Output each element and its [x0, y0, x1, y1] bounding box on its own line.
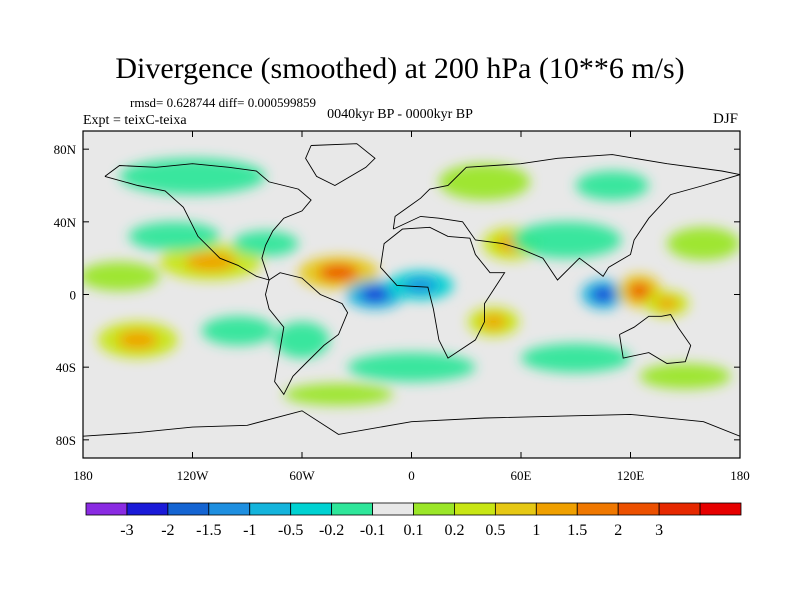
- field-feature-13: [232, 230, 299, 257]
- season-label: DJF: [713, 111, 739, 127]
- coastlines: [83, 143, 740, 437]
- x-tick-label: 180: [73, 468, 93, 483]
- colorbar-box: [535, 502, 578, 516]
- y-tick-label: 0: [70, 288, 77, 303]
- field-core-9: [480, 314, 507, 330]
- colorbar-label: -3: [120, 522, 133, 539]
- coastline-south-america: [265, 272, 349, 396]
- stats-label: rmsd= 0.628744 diff= 0.000599859: [130, 95, 316, 110]
- field-core-2: [318, 264, 359, 281]
- colorbar-box: [699, 502, 742, 516]
- colorbar-label: 0.5: [485, 522, 505, 539]
- field-feature-21: [521, 343, 631, 373]
- coastline-greenland: [305, 143, 376, 187]
- colorbar-label: 1.5: [567, 522, 587, 539]
- colorbar-box: [454, 502, 496, 516]
- x-tick-label: 180: [730, 468, 750, 483]
- field-feature-11: [201, 316, 275, 346]
- x-axis: 180 120W 60W 0 60E 120E 180: [73, 131, 750, 483]
- colorbar-label: -0.5: [278, 522, 303, 539]
- coastline-north-america: [104, 163, 312, 281]
- y-axis: 80N 40N 0 40S 80S: [54, 142, 740, 448]
- colorbar-box: [494, 502, 537, 516]
- x-tick-label: 60W: [289, 468, 315, 483]
- colorbar-box: [126, 502, 169, 516]
- y-tick-label: 80N: [54, 142, 77, 157]
- colorbar-label: -0.2: [319, 522, 344, 539]
- colorbar-box: [658, 502, 701, 516]
- colorbar-label: -1: [243, 522, 256, 539]
- field-feature-15: [511, 221, 622, 259]
- x-tick-label: 120E: [617, 468, 645, 483]
- colorbar-label: 3: [655, 522, 663, 539]
- colorbar-label: -1.5: [196, 522, 221, 539]
- colorbar-box: [413, 502, 455, 516]
- field-feature-18: [438, 163, 531, 201]
- x-tick-label: 120W: [177, 468, 210, 483]
- field-core-10: [117, 330, 158, 349]
- x-tick-label: 0: [408, 468, 415, 483]
- field-feature-14: [128, 221, 220, 251]
- colorbar-box: [290, 502, 333, 516]
- colorbar-box: [249, 502, 292, 516]
- colorbar-box: [208, 502, 251, 516]
- field-core-6: [628, 282, 651, 300]
- field-feature-20: [347, 352, 476, 382]
- experiment-label: Expt = teixC-teixa: [83, 113, 187, 128]
- colorbar-box: [617, 502, 660, 516]
- colorbar: -3 -2 -1.5 -1 -0.5 -0.2 -0.1 0.1 0.2 0.5 1 1.5 2 3: [85, 502, 742, 539]
- plot-title: Divergence (smoothed) at 200 hPa (10**6 …: [115, 52, 685, 85]
- y-tick-label: 80S: [56, 433, 76, 448]
- coastline-africa: [380, 226, 506, 359]
- x-tick-label: 60E: [511, 468, 532, 483]
- field-core-7: [656, 297, 678, 310]
- field-core-4: [404, 278, 438, 293]
- colorbar-label: 1: [532, 522, 540, 539]
- colorbar-box: [167, 502, 210, 516]
- colorbar-label: -0.1: [360, 522, 385, 539]
- coastline-antarctica: [83, 410, 740, 437]
- y-tick-label: 40N: [54, 215, 77, 230]
- field-feature-22: [639, 363, 731, 389]
- field-feature-16: [667, 227, 740, 260]
- period-label: 0040kyr BP - 0000kyr BP: [327, 107, 473, 122]
- colorbar-label: -2: [161, 522, 174, 539]
- field-feature-1: [83, 261, 160, 291]
- colorbar-label: 0.1: [404, 522, 424, 539]
- colorbar-box: [372, 502, 414, 516]
- field-core-5: [592, 287, 615, 302]
- coastline-australia: [619, 313, 692, 364]
- field-feature-23: [283, 383, 394, 406]
- field-feature-19: [575, 170, 649, 201]
- coastline-eurasia: [392, 154, 740, 281]
- colorbar-box: [576, 502, 619, 516]
- divergence-field: [83, 158, 740, 406]
- colorbar-box: [331, 502, 373, 516]
- y-tick-label: 40S: [56, 360, 76, 375]
- field-core-0: [185, 252, 237, 271]
- colorbar-label: 0.2: [444, 522, 464, 539]
- colorbar-label: 2: [614, 522, 622, 539]
- field-feature-12: [274, 321, 330, 359]
- colorbar-box: [85, 502, 128, 516]
- field-core-3: [360, 287, 390, 302]
